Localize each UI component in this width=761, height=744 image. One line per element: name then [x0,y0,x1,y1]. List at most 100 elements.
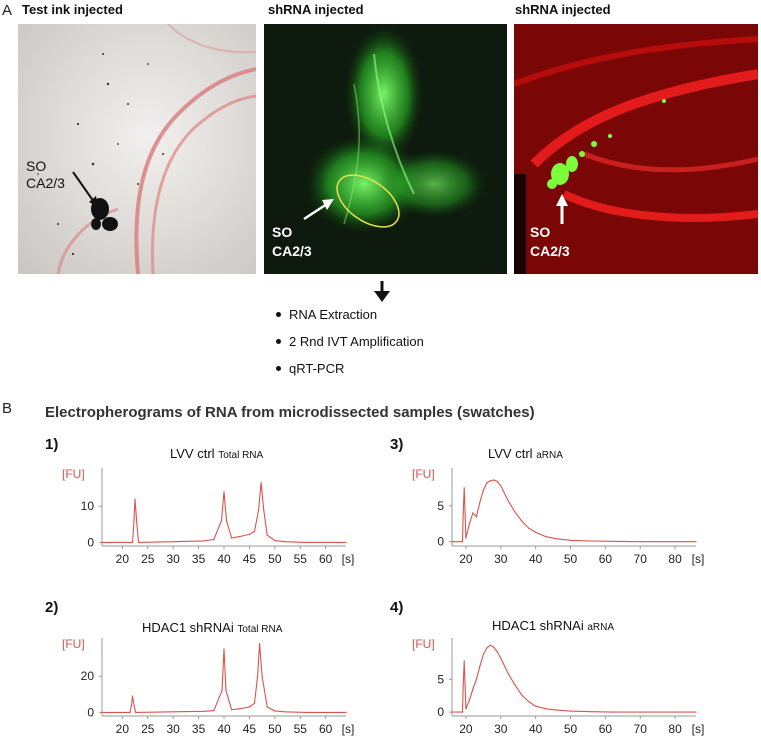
data-point [590,540,592,542]
chart-number-2: 2) [45,599,59,616]
image-title-shrna-red: shRNA injected [515,2,611,17]
data-point [695,541,697,543]
data-point [496,480,498,483]
panel-letter-b: B [2,400,13,417]
data-point [253,530,256,533]
x-tick-label: 35 [192,722,206,736]
data-point [514,511,516,513]
x-tick-label: 70 [634,722,648,736]
y-axis-label: [FU] [62,637,85,651]
x-tick-label: 30 [494,722,508,736]
data-point [475,678,477,680]
chart-title-3: LVV ctrl aRNA [488,446,563,461]
arrow-down-icon [373,281,391,308]
x-tick-label: 50 [564,722,578,736]
data-point [482,489,484,491]
data-point [345,541,347,543]
data-point [451,711,453,713]
x-tick-label: 40 [529,552,543,566]
data-point [472,688,474,690]
data-point [223,491,225,493]
x-tick-label: 40 [529,722,543,736]
data-point [521,694,523,696]
chart-number-1: 1) [45,436,59,453]
data-point [556,709,558,711]
data-point [528,527,530,529]
data-point [468,523,470,525]
data-point [261,675,263,677]
micrograph-ink-injected: SO CA2/3 [18,24,256,274]
x-tick-label: 80 [668,552,682,566]
data-point [248,533,250,535]
data-point [203,710,205,712]
data-point [131,695,134,697]
panel-b-heading: Electropherograms of RNA from microdisse… [45,404,535,421]
data-point [465,537,467,539]
data-point [304,541,306,543]
data-point [274,540,276,542]
data-point [221,690,223,692]
trace-line [102,643,346,713]
chart-number-3: 3) [390,436,404,453]
x-tick-label: 60 [319,722,333,736]
data-point [133,520,135,522]
y-axis-label: [FU] [62,467,85,481]
data-point [259,643,261,645]
data-point [472,512,474,514]
data-point [213,710,215,712]
x-tick-label: 70 [634,552,648,566]
data-point [133,704,135,706]
data-point [203,540,205,542]
x-tick-label: 45 [243,722,257,736]
data-point [465,708,467,710]
data-point [507,499,509,501]
region-label-so: SO [272,224,293,240]
x-tick-label: 30 [166,722,180,736]
region-label-ca23: CA2/3 [26,175,65,191]
chart-number-4: 4) [390,599,404,616]
data-point [489,644,491,646]
data-point [611,540,613,542]
x-tick-label: 20 [116,722,130,736]
x-axis-label: [s] [342,552,355,566]
trace-line [452,479,696,543]
data-point [220,520,223,522]
data-point [284,541,286,543]
x-tick-label: 40 [217,552,231,566]
y-axis-label: [FU] [412,467,435,481]
micrograph-shrna-red: SO CA2/3 [514,24,758,274]
data-point [535,705,537,707]
x-tick-label: 50 [268,552,282,566]
x-tick-label: 30 [494,552,508,566]
data-point [274,710,276,712]
x-tick-label: 55 [294,552,308,566]
data-point [304,711,306,713]
x-tick-label: 45 [243,552,257,566]
data-point [569,539,572,541]
x-tick-label: 30 [166,552,180,566]
data-point [493,479,495,481]
list-item: qRT-PCR [276,355,424,382]
list-item: 2 Rnd IVT Amplification [276,328,424,355]
trace-line [102,482,346,543]
x-tick-label: 20 [459,552,473,566]
data-point [260,482,262,484]
data-point [639,541,641,543]
data-point [521,520,523,522]
x-tick-label: 80 [668,722,682,736]
x-tick-label: 60 [319,552,333,566]
y-tick-label: 10 [81,499,95,513]
data-point [507,672,509,674]
data-point [238,708,240,710]
electropherogram-3: [FU] 0 5 20 30 40 50 60 70 80 [s] [412,467,705,566]
x-axis-label: [s] [692,722,705,736]
data-point [129,711,131,713]
region-label-ca23: CA2/3 [272,243,312,259]
chart-title-4: HDAC1 shRNAi aRNA [492,618,615,633]
data-point [462,512,464,514]
data-point [451,541,453,543]
x-axis-label: [s] [692,552,705,566]
data-point [238,536,240,538]
region-label-so: SO [530,224,551,240]
x-tick-label: 50 [268,722,282,736]
